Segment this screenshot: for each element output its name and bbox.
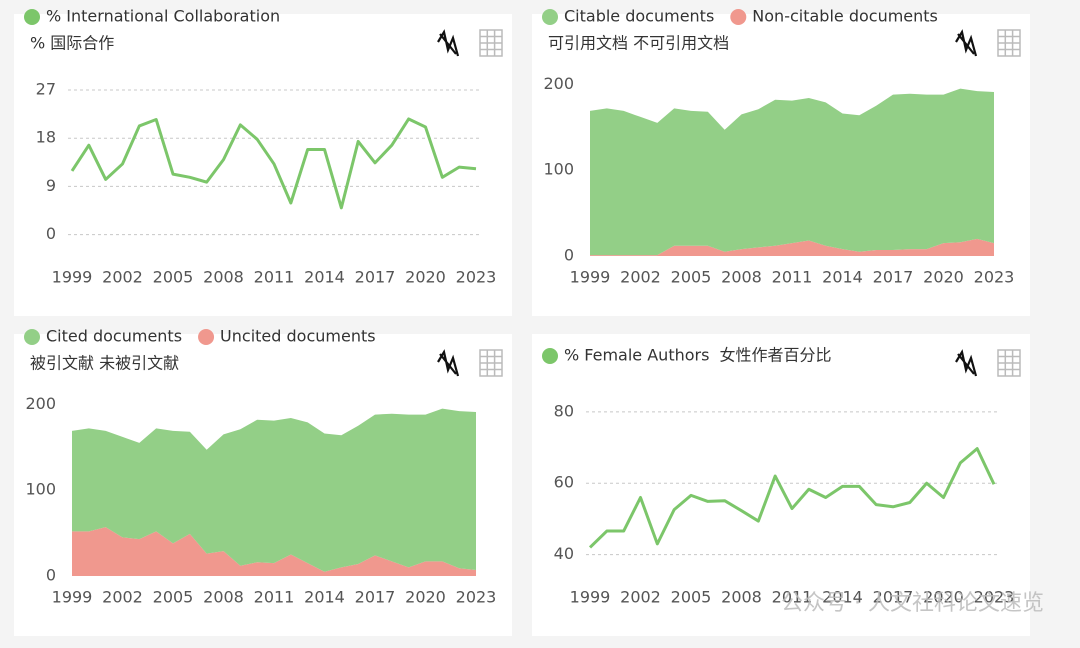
data-area: [72, 408, 476, 572]
y-tick-label: 0: [564, 246, 574, 265]
x-tick-label: 2011: [254, 588, 295, 607]
legend-marker: [730, 9, 747, 25]
x-tick-label: 2020: [405, 268, 446, 287]
legend-label: % Female Authors: [564, 346, 709, 365]
x-tick-label: 2014: [822, 268, 863, 287]
x-tick-label: 1999: [570, 268, 611, 287]
chart-panel: % International Collaboration % 国际合作 0 9 18 2…: [14, 7, 512, 316]
table-icon-grid[interactable]: [480, 350, 502, 376]
y-tick-label: 0: [46, 224, 56, 243]
table-icon-grid[interactable]: [480, 30, 502, 56]
table-button[interactable]: [997, 29, 1021, 57]
data-area: [72, 527, 476, 576]
x-tick-label: 2014: [822, 588, 863, 607]
y-tick-label: 200: [543, 74, 574, 93]
x-tick-label: 2011: [772, 268, 813, 287]
x-tick-label: 2011: [254, 268, 295, 287]
y-tick-label: 27: [36, 80, 56, 99]
chart-type-button[interactable]: [437, 29, 460, 57]
table-button[interactable]: [479, 29, 503, 57]
x-tick-label: 2017: [355, 268, 396, 287]
table-button[interactable]: [997, 349, 1021, 377]
watermark: 公众号 · 人文社科论文速览: [781, 591, 1044, 616]
legend-marker: [24, 329, 40, 345]
x-tick-label: 2017: [873, 588, 914, 607]
y-tick-label: 200: [25, 394, 56, 413]
x-tick-label: 1999: [52, 268, 93, 287]
x-tick-label: 2008: [203, 588, 244, 607]
x-tick-label: 2002: [102, 588, 143, 607]
x-tick-label: 2023: [456, 268, 497, 287]
x-tick-label: 1999: [52, 588, 93, 607]
x-tick-label: 2005: [671, 268, 712, 287]
chart-type-button[interactable]: [955, 29, 978, 57]
x-tick-label: 2014: [304, 268, 345, 287]
chart-subtitle: % 国际合作: [30, 34, 114, 53]
y-tick-label: 0: [46, 566, 56, 585]
x-tick-label: 2011: [772, 588, 813, 607]
x-tick-label: 2023: [974, 588, 1015, 607]
x-tick-label: 2002: [102, 268, 143, 287]
x-tick-label: 2023: [456, 588, 497, 607]
y-tick-label: 40: [554, 544, 574, 563]
x-tick-label: 2017: [873, 268, 914, 287]
x-tick-label: 2002: [620, 588, 661, 607]
chart-type-icon[interactable]: [437, 29, 460, 57]
legend-label: Cited documents: [46, 327, 182, 346]
chart-panel: Citable documents Non-citable documents 可引…: [532, 7, 1030, 316]
chart-subtitle: 可引用文档 不可引用文档: [548, 34, 729, 53]
x-tick-label: 2020: [923, 268, 964, 287]
chart-subtitle: 女性作者百分比: [719, 346, 831, 365]
y-tick-label: 18: [36, 128, 56, 147]
table-icon-grid[interactable]: [998, 350, 1020, 376]
legend-label: Non-citable documents: [752, 7, 938, 26]
x-tick-label: 2005: [671, 588, 712, 607]
legend-marker: [198, 329, 215, 345]
chart-type-button[interactable]: [437, 349, 460, 377]
legend-marker: [542, 348, 558, 364]
y-tick-label: 9: [46, 176, 56, 195]
y-tick-label: 100: [543, 160, 574, 179]
x-tick-label: 2002: [620, 268, 661, 287]
x-tick-label: 2017: [355, 588, 396, 607]
x-tick-label: 2005: [153, 268, 194, 287]
x-tick-label: 2020: [405, 588, 446, 607]
y-tick-label: 60: [554, 473, 574, 492]
x-tick-label: 2023: [974, 268, 1015, 287]
table-button[interactable]: [479, 349, 503, 377]
legend-marker: [24, 9, 40, 25]
data-area: [590, 238, 994, 256]
x-tick-label: 2014: [304, 588, 345, 607]
chart-type-icon[interactable]: [437, 349, 460, 377]
legend-label: % International Collaboration: [46, 7, 280, 26]
x-tick-label: 2020: [923, 588, 964, 607]
data-area: [590, 88, 994, 256]
chart-type-icon[interactable]: [955, 29, 978, 57]
y-tick-label: 80: [554, 401, 574, 420]
data-line: [588, 447, 996, 549]
x-tick-label: 2008: [721, 268, 762, 287]
data-line: [70, 117, 477, 210]
x-tick-label: 1999: [570, 588, 611, 607]
legend-label: Uncited documents: [220, 327, 376, 346]
x-tick-label: 2005: [153, 588, 194, 607]
table-icon-grid[interactable]: [998, 30, 1020, 56]
chart-panel: % Female Authors 女性作者百分比 40 60 80 1999 2002 200…: [532, 334, 1030, 636]
x-tick-label: 2008: [203, 268, 244, 287]
chart-type-button[interactable]: [955, 349, 978, 377]
x-tick-label: 2008: [721, 588, 762, 607]
chart-subtitle: 被引文献 未被引文献: [30, 354, 179, 373]
chart-type-icon[interactable]: [955, 349, 978, 377]
y-tick-label: 100: [25, 480, 56, 499]
legend-label: Citable documents: [564, 7, 714, 26]
chart-panel: Cited documents Uncited documents 被引文献 未被引…: [14, 327, 512, 636]
legend-marker: [542, 9, 558, 25]
